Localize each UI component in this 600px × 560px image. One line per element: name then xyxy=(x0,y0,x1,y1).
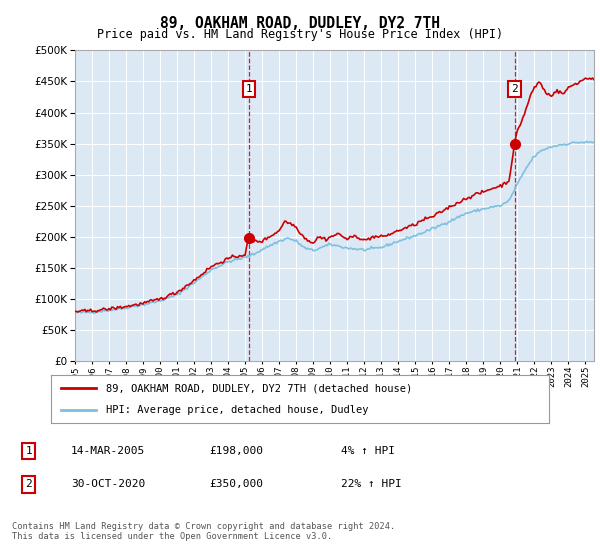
Text: £198,000: £198,000 xyxy=(209,446,263,456)
Text: Contains HM Land Registry data © Crown copyright and database right 2024.
This d: Contains HM Land Registry data © Crown c… xyxy=(12,522,395,542)
Text: HPI: Average price, detached house, Dudley: HPI: Average price, detached house, Dudl… xyxy=(106,405,368,415)
Text: 89, OAKHAM ROAD, DUDLEY, DY2 7TH: 89, OAKHAM ROAD, DUDLEY, DY2 7TH xyxy=(160,16,440,31)
Text: 14-MAR-2005: 14-MAR-2005 xyxy=(71,446,145,456)
Text: 4% ↑ HPI: 4% ↑ HPI xyxy=(341,446,395,456)
Text: 22% ↑ HPI: 22% ↑ HPI xyxy=(341,479,401,489)
Text: Price paid vs. HM Land Registry's House Price Index (HPI): Price paid vs. HM Land Registry's House … xyxy=(97,28,503,41)
Text: 1: 1 xyxy=(25,446,32,456)
Text: 1: 1 xyxy=(245,84,252,94)
Text: 2: 2 xyxy=(25,479,32,489)
Text: 30-OCT-2020: 30-OCT-2020 xyxy=(71,479,145,489)
Text: £350,000: £350,000 xyxy=(209,479,263,489)
Text: 2: 2 xyxy=(511,84,518,94)
Text: 89, OAKHAM ROAD, DUDLEY, DY2 7TH (detached house): 89, OAKHAM ROAD, DUDLEY, DY2 7TH (detach… xyxy=(106,383,412,393)
